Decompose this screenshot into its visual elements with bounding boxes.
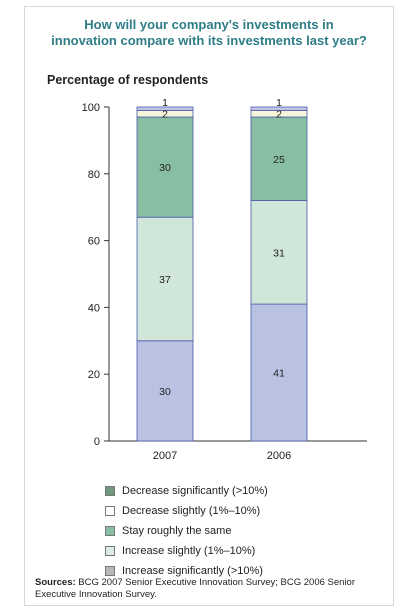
- legend-swatch: [105, 506, 115, 516]
- data-label-2006-series-1: 31: [273, 247, 285, 259]
- legend: Decrease significantly (>10%) Decrease sl…: [105, 481, 268, 581]
- x-tick-label-2006: 2006: [267, 450, 291, 462]
- legend-label: Increase slightly (1%–10%): [122, 545, 256, 557]
- y-tick-label-5: 100: [82, 102, 100, 114]
- legend-item: Decrease significantly (>10%): [105, 481, 268, 501]
- bar-2007-series-2: [136, 116, 194, 218]
- legend-label: Increase significantly (>10%): [122, 565, 263, 577]
- source-note: Sources: BCG 2007 Senior Executive Innov…: [35, 577, 393, 601]
- chart-subtitle: Percentage of respondents: [47, 73, 209, 87]
- y-tick-label-3: 60: [88, 236, 100, 248]
- legend-label: Decrease significantly (>10%): [122, 485, 268, 497]
- chart-frame: How will your company's investments in i…: [24, 6, 394, 606]
- source-label: Sources:: [35, 577, 76, 588]
- data-label-2006-series-3: 2: [276, 109, 282, 121]
- chart-title-line-1: How will your company's investments in: [84, 17, 334, 32]
- data-label-2007-series-4: 1: [162, 97, 168, 109]
- data-label-2007-series-0: 30: [159, 386, 171, 398]
- data-label-2007-series-1: 37: [159, 274, 171, 286]
- bar-2006-series-2: [250, 116, 308, 201]
- bar-2006-series-4: [250, 106, 308, 111]
- bar-2006-series-0: [250, 303, 308, 442]
- legend-swatch: [105, 486, 115, 496]
- legend-item: Decrease slightly (1%–10%): [105, 501, 268, 521]
- data-label-2007-series-2: 30: [159, 162, 171, 174]
- y-tick-label-0: 0: [94, 436, 100, 448]
- legend-item: Increase slightly (1%–10%): [105, 541, 268, 561]
- x-tick-label-2007: 2007: [153, 450, 177, 462]
- y-tick-label-1: 20: [88, 369, 100, 381]
- y-tick-label-4: 80: [88, 169, 100, 181]
- data-label-2006-series-0: 41: [273, 368, 285, 380]
- bar-2006-series-1: [250, 200, 308, 305]
- data-label-2006-series-2: 25: [273, 154, 285, 166]
- bar-2007-series-1: [136, 216, 194, 342]
- legend-swatch: [105, 566, 115, 576]
- legend-swatch: [105, 546, 115, 556]
- chart-title-line-2: innovation compare with its investments …: [51, 33, 367, 48]
- source-text: BCG 2007 Senior Executive Innovation Sur…: [35, 577, 356, 600]
- chart-title: How will your company's investments in i…: [25, 17, 393, 49]
- y-tick-label-2: 40: [88, 302, 100, 314]
- data-label-2007-series-3: 2: [162, 109, 168, 121]
- bar-2007-series-4: [136, 106, 194, 111]
- legend-swatch: [105, 526, 115, 536]
- legend-item: Increase significantly (>10%): [105, 561, 268, 581]
- legend-label: Stay roughly the same: [122, 525, 232, 537]
- data-label-2006-series-4: 1: [276, 97, 282, 109]
- bar-2007-series-0: [136, 340, 194, 442]
- legend-item: Stay roughly the same: [105, 521, 268, 541]
- legend-label: Decrease slightly (1%–10%): [122, 505, 261, 517]
